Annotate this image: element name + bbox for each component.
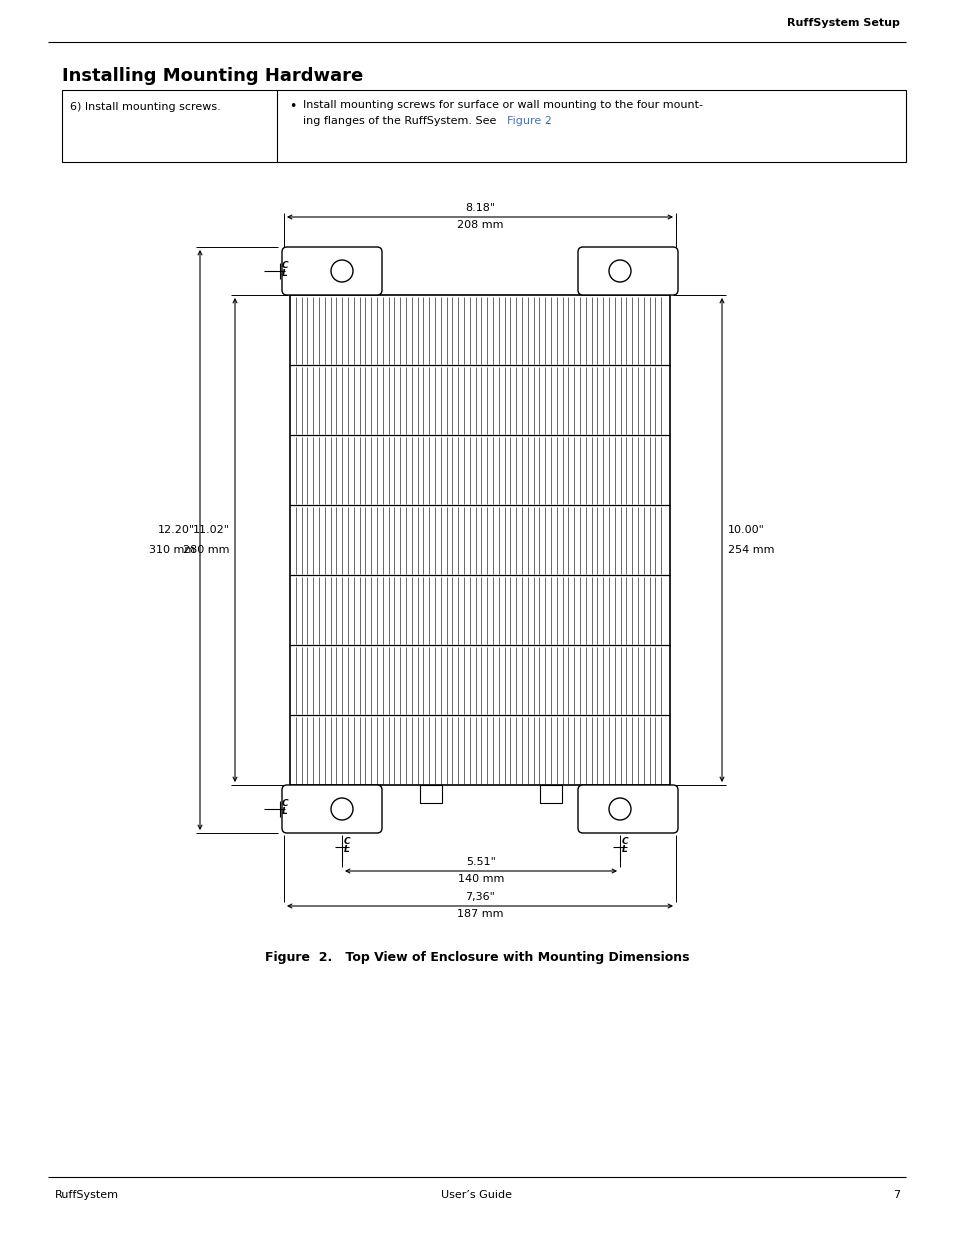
Text: Figure 2: Figure 2 (506, 116, 551, 126)
Bar (419, 785, 441, 803)
Text: .: . (546, 116, 550, 126)
Text: 280 mm: 280 mm (183, 545, 230, 555)
Bar (589, 785, 612, 803)
Text: L: L (282, 269, 288, 278)
Text: C: C (344, 837, 351, 846)
Text: C: C (282, 261, 289, 270)
Text: C: C (282, 799, 289, 808)
Bar (539, 785, 561, 803)
Text: 8.18": 8.18" (464, 203, 495, 212)
Text: 12.20": 12.20" (157, 525, 194, 535)
Text: RuffSystem Setup: RuffSystem Setup (786, 19, 899, 28)
Text: 5.51": 5.51" (466, 857, 496, 867)
Text: 310 mm: 310 mm (149, 545, 194, 555)
Bar (290, 295, 669, 785)
Text: 140 mm: 140 mm (457, 874, 503, 884)
Text: 7,36": 7,36" (464, 892, 495, 902)
Text: RuffSystem: RuffSystem (55, 1191, 119, 1200)
Text: Figure  2.   Top View of Enclosure with Mounting Dimensions: Figure 2. Top View of Enclosure with Mou… (265, 951, 688, 965)
Text: L: L (621, 845, 627, 853)
Bar (62, 90, 905, 162)
Bar (357, 785, 379, 803)
Text: 6) Install mounting screws.: 6) Install mounting screws. (70, 103, 220, 112)
Text: 7: 7 (892, 1191, 899, 1200)
Text: Install mounting screws for surface or wall mounting to the four mount-: Install mounting screws for surface or w… (303, 100, 702, 110)
Text: L: L (282, 806, 288, 816)
Text: 10.00": 10.00" (727, 525, 764, 535)
Text: 11.02": 11.02" (193, 525, 230, 535)
FancyBboxPatch shape (282, 785, 381, 832)
FancyBboxPatch shape (578, 247, 678, 295)
Text: 254 mm: 254 mm (727, 545, 774, 555)
Text: User’s Guide: User’s Guide (441, 1191, 512, 1200)
Text: C: C (621, 837, 628, 846)
Bar (314, 785, 336, 803)
Text: 187 mm: 187 mm (456, 909, 503, 919)
Text: L: L (344, 845, 350, 853)
Bar (609, 785, 631, 803)
Text: ing flanges of the RuffSystem. See: ing flanges of the RuffSystem. See (303, 116, 499, 126)
FancyBboxPatch shape (578, 785, 678, 832)
Text: Installing Mounting Hardware: Installing Mounting Hardware (62, 67, 363, 85)
Text: •: • (289, 100, 296, 112)
FancyBboxPatch shape (282, 247, 381, 295)
Text: 208 mm: 208 mm (456, 220, 503, 230)
